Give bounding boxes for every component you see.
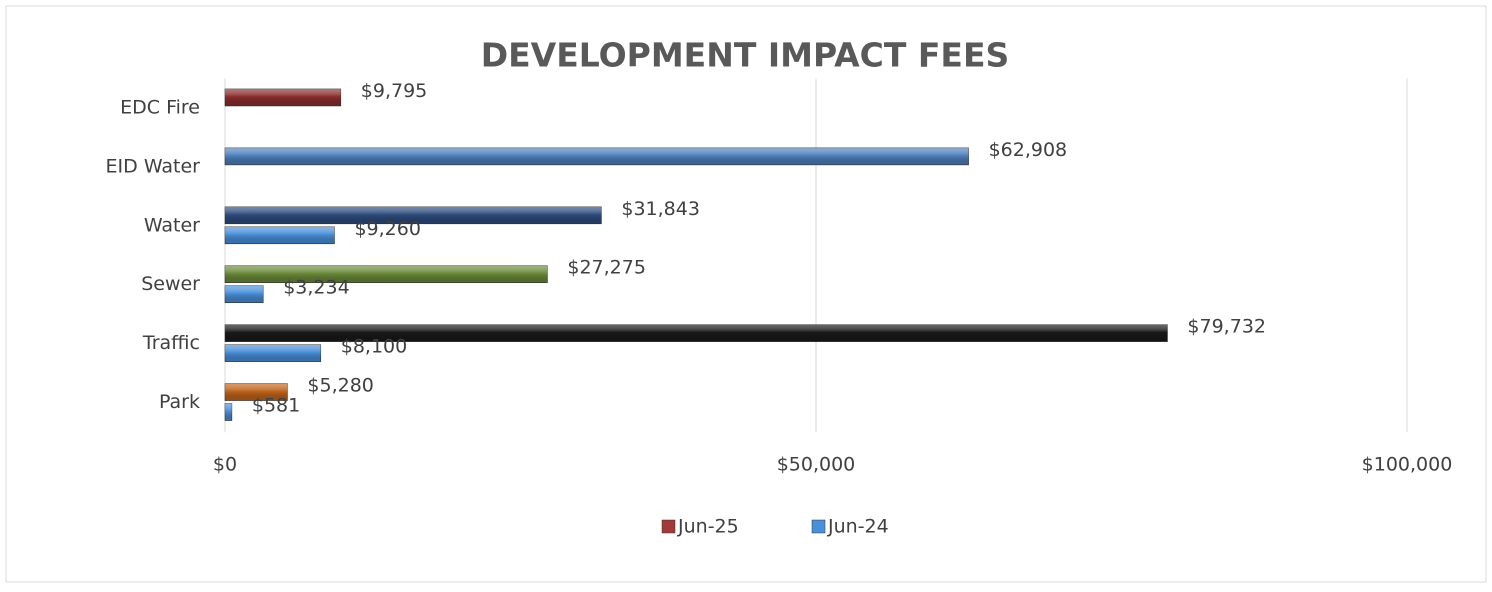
bar [224,147,969,166]
y-tick-label: Park [159,391,200,413]
legend-label: Jun-24 [827,516,889,538]
legend-label: Jun-25 [677,516,739,538]
x-tick-label: $0 [213,454,237,476]
data-label: $8,100 [341,336,407,358]
y-tick-label: EID Water [106,155,201,177]
bar [224,285,264,304]
data-label: $9,260 [354,218,420,240]
x-tick-label: $50,000 [777,454,856,476]
data-label: $581 [252,395,300,417]
y-tick-label: Water [144,214,200,236]
data-label: $31,843 [621,198,700,220]
bar [224,344,322,362]
bar [224,88,342,107]
data-label: $3,234 [283,277,349,299]
data-label: $79,732 [1187,316,1266,338]
legend-swatch [811,519,826,534]
data-label: $27,275 [567,257,646,279]
y-tick-label: EDC Fire [120,96,200,118]
chart-title: DEVELOPMENT IMPACT FEES [481,36,1010,75]
bar [224,265,548,284]
y-tick-label: Sewer [141,273,200,295]
y-tick-label: Traffic [142,332,200,354]
data-label: $9,795 [361,80,427,102]
legend-swatch [661,519,676,534]
bar [224,403,233,421]
data-label: $5,280 [307,375,373,397]
data-label: $62,908 [989,139,1068,161]
x-tick-label: $100,000 [1362,454,1453,476]
bar [224,226,335,245]
